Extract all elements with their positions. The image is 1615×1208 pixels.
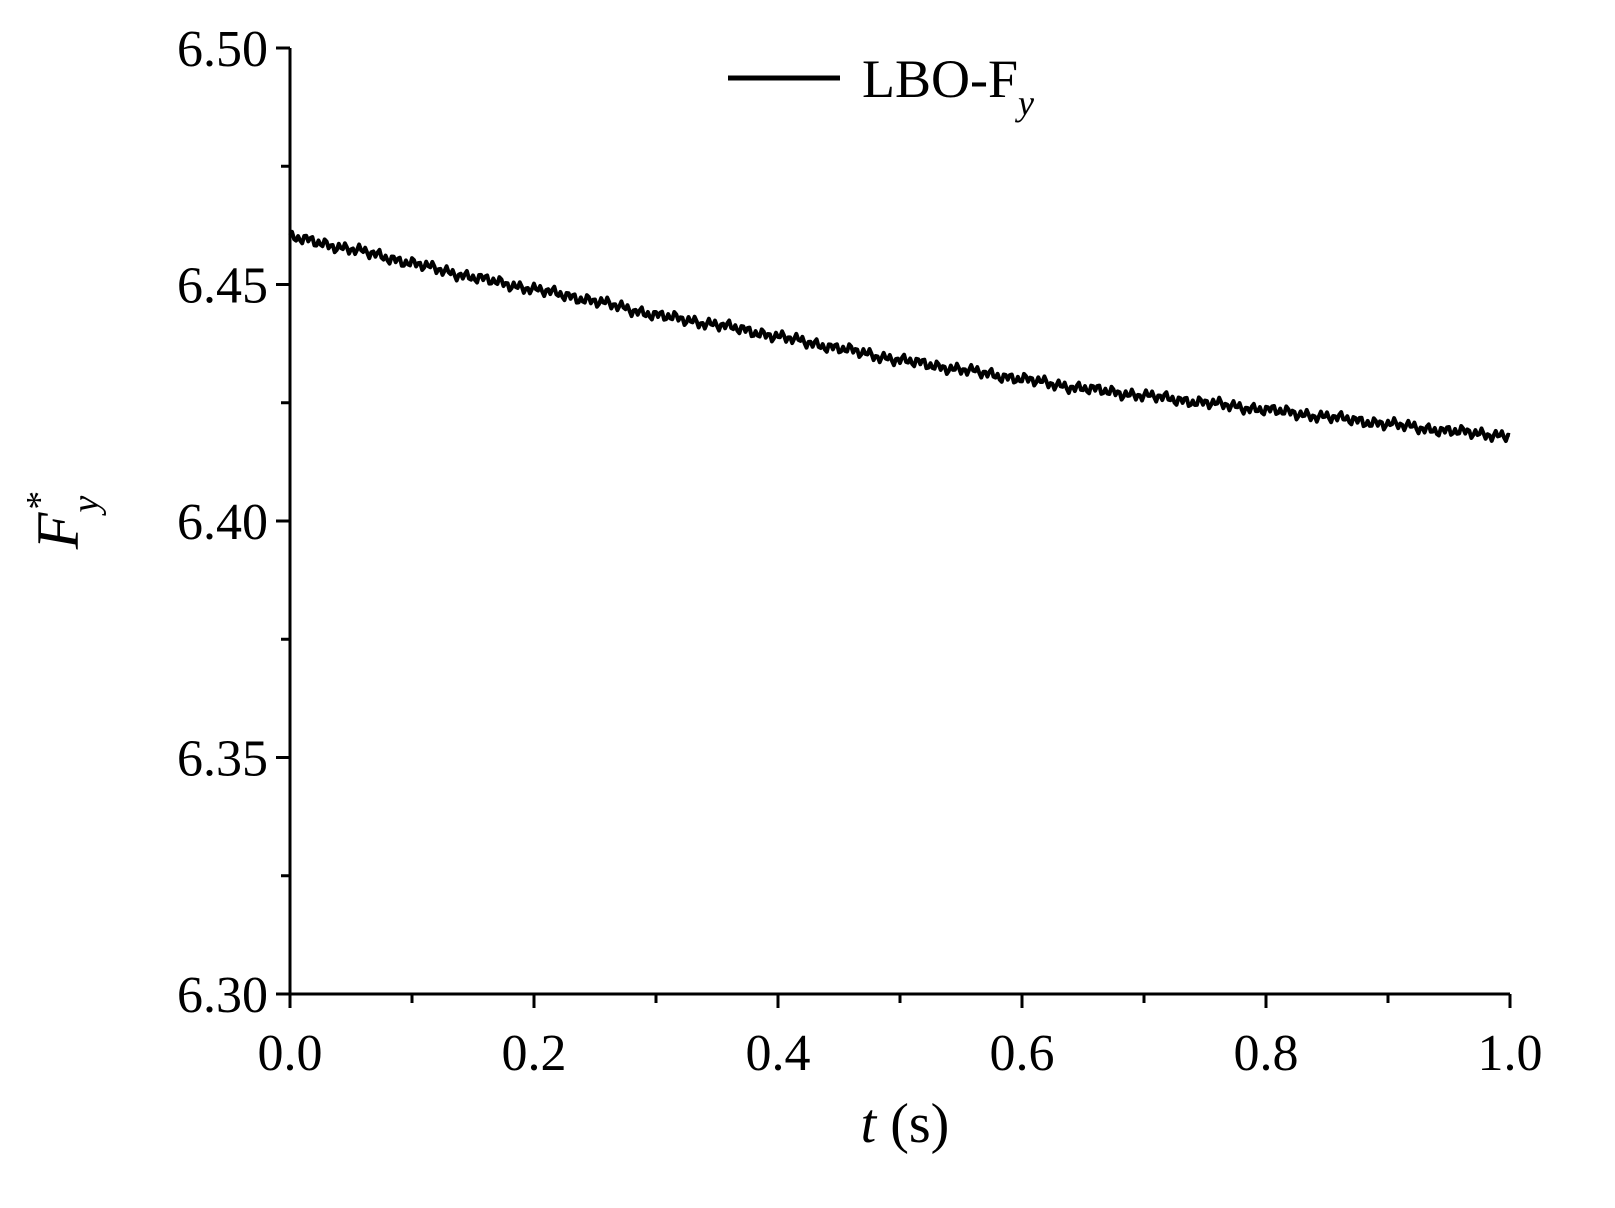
- x-tick-label: 1.0: [1478, 1025, 1543, 1082]
- x-tick-label: 0.0: [258, 1025, 323, 1082]
- x-tick-label: 0.2: [502, 1025, 567, 1082]
- legend-label-sub: y: [1015, 83, 1034, 123]
- y-axis-title: Fy*: [19, 491, 107, 551]
- y-tick-labels: 6.30 6.35 6.40 6.45 6.50: [177, 21, 268, 1024]
- x-tick-label: 0.6: [990, 1025, 1055, 1082]
- y-axis-title-base: F: [25, 511, 91, 550]
- y-tick-label: 6.30: [177, 967, 268, 1024]
- svg-text:Fy*: Fy*: [19, 491, 107, 551]
- y-tick-label: 6.45: [177, 258, 268, 315]
- y-axis-title-sup: *: [19, 491, 61, 510]
- y-tick-label: 6.40: [177, 494, 268, 551]
- legend: LBO-Fy: [728, 49, 1034, 123]
- y-axis-title-sub: y: [65, 496, 107, 517]
- y-tick-label: 6.35: [177, 731, 268, 788]
- legend-label: LBO-Fy: [862, 49, 1034, 123]
- x-tick-label: 0.8: [1234, 1025, 1299, 1082]
- series-line-lbo-fy: [288, 229, 1511, 443]
- x-axis-title-rest: (s): [876, 1093, 949, 1155]
- x-axis-title-italic: t: [861, 1093, 878, 1155]
- axis-ticks: [276, 46, 1512, 1008]
- x-tick-labels: 0.0 0.2 0.4 0.6 0.8 1.0: [258, 1025, 1543, 1082]
- legend-label-base: LBO-F: [862, 49, 1018, 109]
- y-tick-label: 6.50: [177, 21, 268, 78]
- x-tick-label: 0.4: [746, 1025, 811, 1082]
- x-axis-title: t (s): [861, 1093, 950, 1155]
